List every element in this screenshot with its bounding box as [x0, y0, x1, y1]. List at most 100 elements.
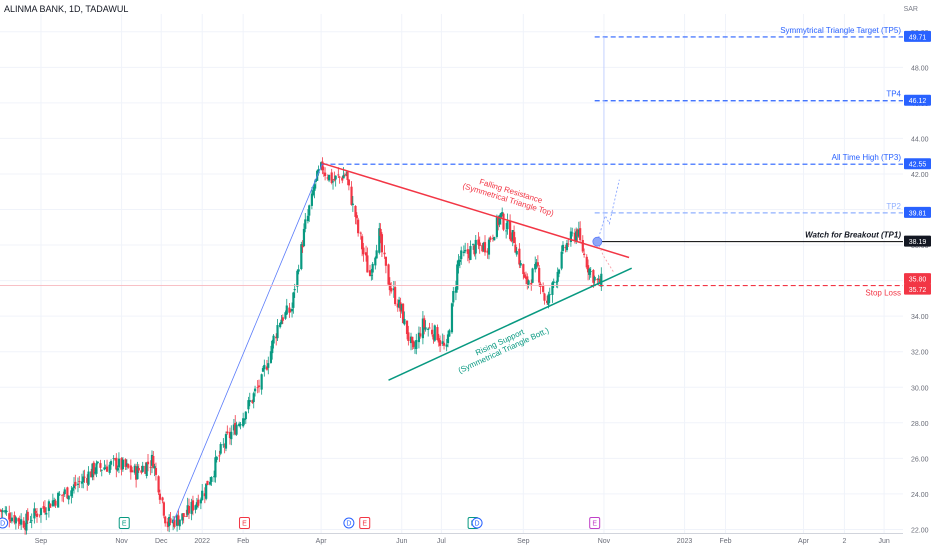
candle-body — [242, 418, 245, 427]
candle-body — [232, 424, 236, 431]
candle-body — [542, 285, 545, 292]
candle-body — [38, 514, 41, 516]
candle-body — [124, 459, 127, 467]
candle-body — [238, 423, 241, 427]
candle-body — [243, 419, 246, 421]
candle-body — [564, 246, 567, 249]
candle-body — [285, 305, 288, 315]
candle-body — [169, 518, 172, 523]
x-tick-label: Feb — [237, 538, 249, 545]
candle-body — [35, 513, 39, 517]
candle-body — [519, 263, 522, 266]
candle-body — [10, 517, 13, 522]
candle-body — [502, 213, 505, 230]
candle-body — [177, 515, 180, 526]
candle-body — [99, 463, 102, 468]
candle-body — [276, 325, 279, 339]
candle-body — [304, 219, 307, 229]
candle-body — [407, 332, 410, 341]
candle-body — [392, 288, 395, 291]
candle-body — [17, 518, 20, 522]
candle-body — [95, 463, 98, 474]
x-tick-label: Jun — [396, 538, 407, 545]
breakout-marker — [592, 236, 603, 247]
candle-body — [215, 456, 218, 460]
candle-body — [379, 228, 382, 236]
candle-body — [442, 342, 446, 346]
candle-body — [421, 318, 424, 339]
level-label: Watch for Breakout (TP1) — [805, 231, 901, 240]
candle-body — [326, 177, 329, 179]
candle-body — [600, 273, 603, 287]
candle-body — [380, 234, 384, 253]
candle-body — [458, 259, 461, 262]
candle-body — [222, 444, 225, 446]
candle-body — [284, 312, 287, 319]
candle-body — [405, 320, 409, 335]
dividend-marker — [0, 517, 9, 529]
marker-letter: E — [242, 521, 247, 528]
candle-body — [310, 193, 313, 206]
candle-body — [576, 229, 579, 237]
candle-body — [145, 462, 148, 477]
candle-body — [417, 332, 421, 343]
candle-body — [518, 248, 521, 265]
x-tick-label: Sep — [35, 538, 48, 545]
candle-body — [108, 464, 111, 473]
bull-projection — [596, 179, 620, 242]
candle-body — [308, 205, 311, 216]
candle-body — [133, 465, 136, 473]
candle-body — [357, 219, 360, 234]
candle-body — [432, 335, 435, 340]
candle-body — [313, 184, 316, 191]
candle-body — [33, 508, 36, 519]
candle-body — [473, 245, 476, 255]
candle-body — [206, 480, 209, 486]
candle-body — [555, 281, 558, 283]
candle-body — [478, 242, 481, 246]
candle-body — [90, 471, 93, 478]
candle-body — [314, 179, 317, 182]
candle-body — [80, 481, 84, 484]
candle-body — [34, 510, 37, 513]
candle-body — [515, 251, 518, 255]
candle-body — [195, 502, 199, 508]
candle-body — [374, 257, 377, 266]
price-tag-text: 38.19 — [909, 239, 927, 246]
candle-body — [483, 242, 487, 253]
candle-body — [433, 325, 436, 341]
candle-body — [72, 484, 76, 489]
candle-body — [561, 244, 565, 251]
candle-body — [63, 489, 66, 495]
y-tick-label: 22.00 — [911, 527, 929, 534]
candle-body — [272, 335, 275, 344]
candle-body — [252, 393, 255, 403]
candle-body — [454, 287, 458, 293]
candle-body — [137, 468, 140, 471]
bear-projection — [596, 241, 614, 272]
candle-body — [8, 513, 11, 520]
candle-body — [312, 190, 315, 195]
candle-body — [67, 495, 70, 500]
candle-body — [257, 385, 261, 387]
candle-body — [370, 275, 373, 276]
candle-body — [82, 476, 85, 483]
marker-letter: D — [0, 521, 5, 528]
candle-body — [0, 510, 3, 512]
candle-body — [51, 500, 54, 506]
candle-body — [355, 215, 358, 219]
candle-body — [271, 340, 274, 354]
candle-body — [499, 213, 502, 218]
candle-body — [149, 466, 152, 468]
candle-body — [166, 521, 169, 528]
candle-body — [168, 516, 171, 527]
candle-body — [597, 278, 600, 280]
candle-body — [317, 169, 320, 174]
candle-body — [330, 172, 333, 183]
candle-body — [368, 270, 372, 276]
candle-body — [292, 292, 295, 308]
candle-body — [173, 519, 176, 527]
candle-body — [297, 269, 300, 272]
